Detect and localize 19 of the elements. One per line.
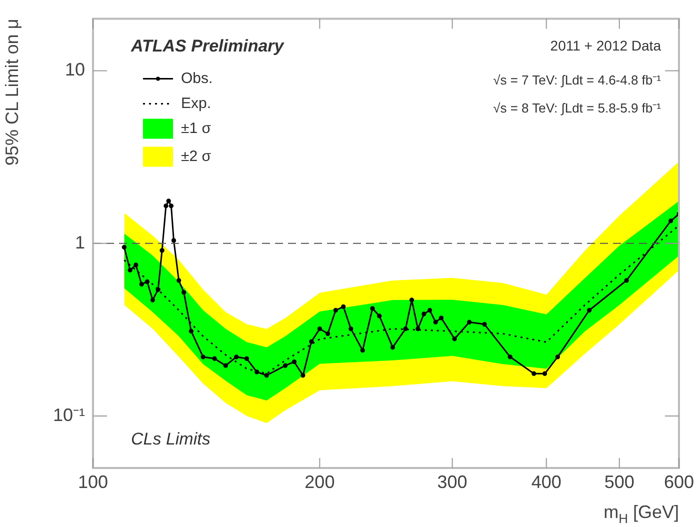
annotation: 2011 + 2012 Data (550, 38, 662, 54)
x-tick-label: 300 (437, 472, 468, 492)
y-axis-title: 95% CL Limit on μ (2, 18, 22, 166)
y-tick-label: 10 (64, 60, 85, 80)
x-tick-label: 200 (304, 472, 335, 492)
y-tick-label: 1 (74, 232, 85, 252)
legend-label: ±2 σ (181, 148, 212, 165)
y-tick-label: 10⁻¹ (52, 405, 86, 425)
annotation: CLs Limits (131, 430, 211, 449)
x-tick-label: 600 (664, 472, 694, 492)
legend-label: Exp. (181, 94, 212, 112)
legend-label: Obs. (181, 70, 213, 87)
x-tick-label: 400 (531, 472, 562, 492)
annotation: √s = 8 TeV: ∫Ldt = 5.8-5.9 fb⁻¹ (493, 100, 662, 116)
x-tick-label: 500 (604, 472, 634, 492)
legend-label: ±1 σ (181, 120, 212, 137)
annotation: √s = 7 TeV: ∫Ldt = 4.6-4.8 fb⁻¹ (493, 72, 662, 88)
annotation: ATLAS Preliminary (130, 36, 286, 56)
x-tick-label: 100 (78, 472, 108, 492)
